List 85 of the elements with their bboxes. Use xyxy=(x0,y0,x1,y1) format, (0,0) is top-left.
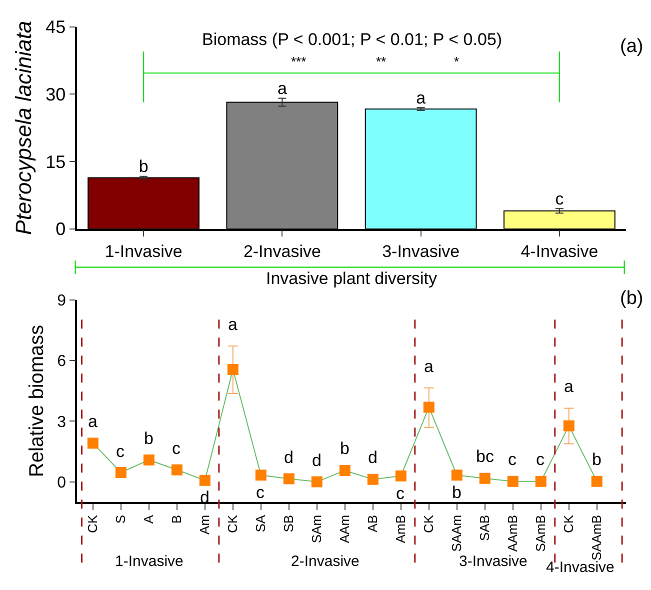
x-tick-label: SAAmB xyxy=(589,514,604,560)
data-label: c xyxy=(172,439,181,458)
text: 2-Invasive xyxy=(291,553,360,570)
point xyxy=(563,420,574,432)
point xyxy=(535,476,546,487)
x-tick-label: SAB xyxy=(477,514,492,541)
data-label: c xyxy=(116,442,125,461)
point xyxy=(395,470,406,482)
data-label: b xyxy=(144,429,154,448)
x-axis-title: Invasive plant diversity xyxy=(266,269,438,288)
data-label: c xyxy=(396,484,405,503)
annotation: Biomass (P < 0.001; P < 0.01; P < 0.05) xyxy=(202,30,502,49)
y-axis-title: Relative biomass xyxy=(26,324,48,478)
y-axis-title: Pterocypsela laciniata xyxy=(10,20,36,235)
data-label: a xyxy=(424,357,434,376)
x-tick-label: SB xyxy=(281,514,296,532)
data-label: d xyxy=(368,448,378,467)
y-tick-label: 15 xyxy=(46,152,66,172)
point xyxy=(591,476,602,487)
point xyxy=(339,464,350,476)
data-label: d xyxy=(312,451,322,470)
annotation: *** xyxy=(291,54,306,69)
data-label: a xyxy=(416,88,426,108)
data-label: a xyxy=(88,412,98,431)
data-label: b xyxy=(138,157,148,176)
x-tick-label: CK xyxy=(85,514,100,534)
data-label: d xyxy=(284,448,294,467)
point xyxy=(367,474,378,485)
point xyxy=(227,364,238,375)
data-label: c xyxy=(508,450,517,469)
point xyxy=(143,454,154,466)
data-label: c xyxy=(536,450,545,469)
data-label: a xyxy=(277,78,288,98)
text: 3-Invasive xyxy=(459,553,528,570)
x-tick-label: SAAm xyxy=(449,514,464,552)
data-label: a xyxy=(564,377,574,396)
x-tick-label: SAm xyxy=(309,514,324,544)
point xyxy=(451,470,462,481)
text: 1-Invasive xyxy=(115,553,184,570)
data-label: c xyxy=(555,189,564,208)
x-tick-label: 2-Invasive xyxy=(243,242,321,262)
point xyxy=(507,476,518,487)
point xyxy=(255,470,266,481)
y-tick-label: 9 xyxy=(57,292,66,310)
x-tick-label: CK xyxy=(225,514,240,534)
x-tick-label: CK xyxy=(561,514,576,534)
point xyxy=(87,438,98,449)
x-tick-label: CK xyxy=(421,514,436,534)
text: 4-Invasive xyxy=(546,559,614,576)
data-label: a xyxy=(228,315,238,334)
x-tick-label: AAm xyxy=(337,514,352,544)
x-tick-label: AmB xyxy=(393,514,408,544)
x-tick-label: SA xyxy=(253,514,268,532)
data-label: b xyxy=(592,450,602,469)
point xyxy=(479,472,490,484)
x-tick-label: A xyxy=(141,514,156,524)
x-tick-label: S xyxy=(113,514,128,524)
x-tick-label: B xyxy=(169,514,184,524)
data-label: b xyxy=(452,483,462,502)
annotation: ** xyxy=(376,54,386,69)
x-tick-label: 3-Invasive xyxy=(382,242,460,262)
x-tick-label: AB xyxy=(365,514,380,532)
data-label: c xyxy=(256,483,265,502)
annotation: (b) xyxy=(620,288,644,309)
text: (a) xyxy=(620,36,644,57)
data-label: b xyxy=(340,439,350,458)
point xyxy=(199,474,210,486)
point xyxy=(171,464,182,476)
y-tick-label: 45 xyxy=(46,17,66,38)
y-tick-label: 0 xyxy=(57,474,66,492)
point xyxy=(283,473,294,484)
x-tick-label: SAmB xyxy=(533,514,548,552)
x-tick-label: 4-Invasive xyxy=(520,242,598,262)
point xyxy=(311,476,322,488)
data-label: bc xyxy=(476,447,494,466)
x-tick-label: Am xyxy=(197,514,212,534)
y-tick-label: 30 xyxy=(46,84,66,104)
annotation: * xyxy=(454,54,460,69)
y-tick-label: 3 xyxy=(57,414,66,431)
x-tick-label: AAmB xyxy=(505,514,520,552)
y-tick-label: 6 xyxy=(57,353,66,370)
point xyxy=(115,467,126,478)
y-tick-label: 0 xyxy=(56,219,66,240)
point xyxy=(423,402,434,413)
x-tick-label: 1-Invasive xyxy=(104,242,182,262)
